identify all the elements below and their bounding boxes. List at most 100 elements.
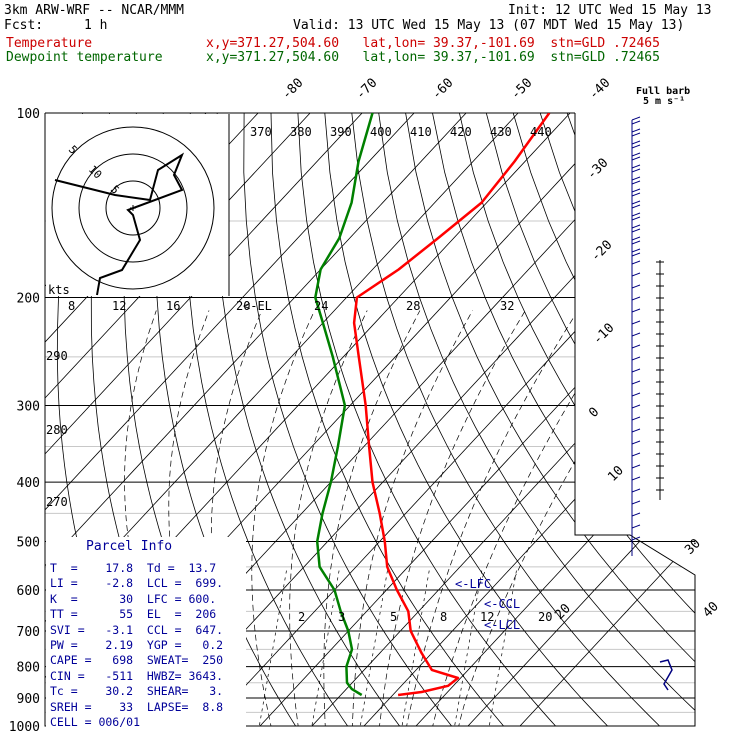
pressure-tick-label: 700 xyxy=(17,625,40,640)
parcel-info-row: CAPE = 698 SWEAT= 250 xyxy=(50,653,224,668)
wind-barb xyxy=(631,404,641,424)
hodograph-ring xyxy=(78,153,188,263)
dry-adiabat xyxy=(620,113,695,726)
pressure-tick-label: 900 xyxy=(17,692,40,707)
dry-adiabat xyxy=(324,113,621,726)
temperature-tick-label: -10 xyxy=(590,321,617,348)
theta-label: 440 xyxy=(530,125,552,139)
wind-barb xyxy=(631,344,641,364)
isotherm xyxy=(351,113,695,726)
isotherm xyxy=(195,113,695,726)
pressure-tick-label: 1000 xyxy=(9,720,40,735)
temperature-tick-label: 10 xyxy=(605,463,627,485)
temperature-profile-line xyxy=(352,113,551,697)
wind-barb xyxy=(631,260,641,280)
wind-barb-flag xyxy=(631,416,641,421)
temperature-tick-label: 0 xyxy=(586,405,602,421)
wind-barb-flag xyxy=(631,272,641,277)
hodograph-ring xyxy=(105,180,161,236)
wind-barb-flag xyxy=(631,224,641,229)
wind-barb-flag xyxy=(631,284,641,289)
isotherm xyxy=(45,113,337,726)
wind-barb-flag xyxy=(631,132,641,137)
wind-barb-flag xyxy=(631,252,641,257)
isotherm xyxy=(45,113,441,726)
isotherm xyxy=(45,113,389,726)
dry-adiabat xyxy=(297,113,568,726)
wind-barb-flag xyxy=(631,332,641,337)
mixing-ratio-label: 24 xyxy=(314,299,328,313)
pressure-tick-label: 600 xyxy=(17,584,40,599)
moist-adiabat xyxy=(403,310,579,726)
wind-barb-flag xyxy=(631,536,641,541)
isotherm xyxy=(507,113,695,726)
dry-adiabat xyxy=(243,113,463,726)
wind-barb-flag xyxy=(631,168,641,173)
pressure-tick-label: 400 xyxy=(17,476,40,491)
wind-barb-flag xyxy=(631,296,641,301)
dry-adiabat xyxy=(351,113,674,726)
mixing-ratio-line xyxy=(309,566,341,726)
wind-barb xyxy=(631,284,641,304)
ccl-marker: <-CCL xyxy=(484,597,520,611)
theta-label: 400 xyxy=(370,125,392,139)
temperature-tick-label: 40 xyxy=(700,599,722,621)
wind-barb-flag xyxy=(631,308,641,313)
parcel-info-box: Parcel Info T = 17.8 Td = 13.7 LI = -2.8 … xyxy=(46,537,246,729)
theta-label: 420 xyxy=(450,125,472,139)
wind-barb-flag xyxy=(631,152,641,157)
wind-barb xyxy=(631,392,641,412)
wind-barb xyxy=(631,512,641,532)
temperature-location-info: x,y=371.27,504.60 lat,lon= 39.37,-101.69… xyxy=(206,36,660,51)
temperature-legend: Temperature xyxy=(6,36,93,51)
theta-label: 270 xyxy=(46,495,68,509)
parcel-info-row: PW = 2.19 YGP = 0.2 xyxy=(50,638,224,653)
wind-barb-flag xyxy=(631,236,641,241)
wind-barb-flag xyxy=(631,428,641,433)
wind-barb-flag xyxy=(631,404,641,409)
dry-adiabat xyxy=(566,113,695,726)
init-time: Init: 12 UTC Wed 15 May 13 xyxy=(508,3,712,18)
dry-adiabat xyxy=(647,113,695,726)
pressure-tick-label: 500 xyxy=(17,535,40,550)
dry-adiabat xyxy=(405,113,695,726)
wind-barb-flag xyxy=(631,512,641,517)
parcel-info-row: CIN = -511 HWBZ= 3643. xyxy=(50,668,224,683)
temperature-tick-label: 30 xyxy=(682,536,704,558)
wind-barb-flag xyxy=(631,216,641,221)
pressure-tick-label: 800 xyxy=(17,661,40,676)
mixing-ratio-line xyxy=(452,566,483,726)
wind-barb-flag xyxy=(631,524,641,529)
dewpoint-legend: Dewpoint temperature xyxy=(6,50,163,65)
wind-barb-flag xyxy=(631,140,641,145)
wind-barb-flag xyxy=(631,164,641,169)
wind-barb-flag xyxy=(631,200,641,205)
wind-barb-flag xyxy=(631,120,641,125)
wind-barb xyxy=(631,416,641,436)
mixing-ratio-line xyxy=(399,566,431,726)
temperature-tick-label: -20 xyxy=(588,238,615,265)
moist-adiabat xyxy=(289,310,368,726)
temperature-tick-label: 20 xyxy=(552,601,574,623)
parcel-info-row: SVI = -3.1 CCL = 647. xyxy=(50,622,224,637)
model-title: 3km ARW-WRF -- NCAR/MMM xyxy=(4,3,185,18)
temperature-tick-label: -80 xyxy=(279,76,306,103)
wind-barb-flag xyxy=(631,176,641,181)
wind-barb xyxy=(631,428,641,448)
parcel-info-row: K = 30 LFC = 600. xyxy=(50,591,217,606)
wind-barb-flag xyxy=(631,392,641,397)
wind-barb-flag xyxy=(631,476,641,481)
moist-adiabat xyxy=(455,310,672,726)
wind-barb xyxy=(631,320,641,340)
mixing-ratio-label: 5 xyxy=(390,610,397,624)
wind-barb xyxy=(631,308,641,328)
wind-barb-flag xyxy=(631,144,641,149)
forecast-label: Fcst: xyxy=(4,18,44,33)
full-barb-units: 5 m s⁻¹ xyxy=(643,96,685,107)
temperature-tick-label: -30 xyxy=(584,156,611,183)
dewpoint-location-info: x,y=371.27,504.60 lat,lon= 39.37,-101.69… xyxy=(206,50,660,65)
isotherm xyxy=(403,113,695,726)
temperature-tick-label: -40 xyxy=(586,76,613,103)
hodograph-mask xyxy=(46,114,229,296)
theta-label: 370 xyxy=(250,125,272,139)
